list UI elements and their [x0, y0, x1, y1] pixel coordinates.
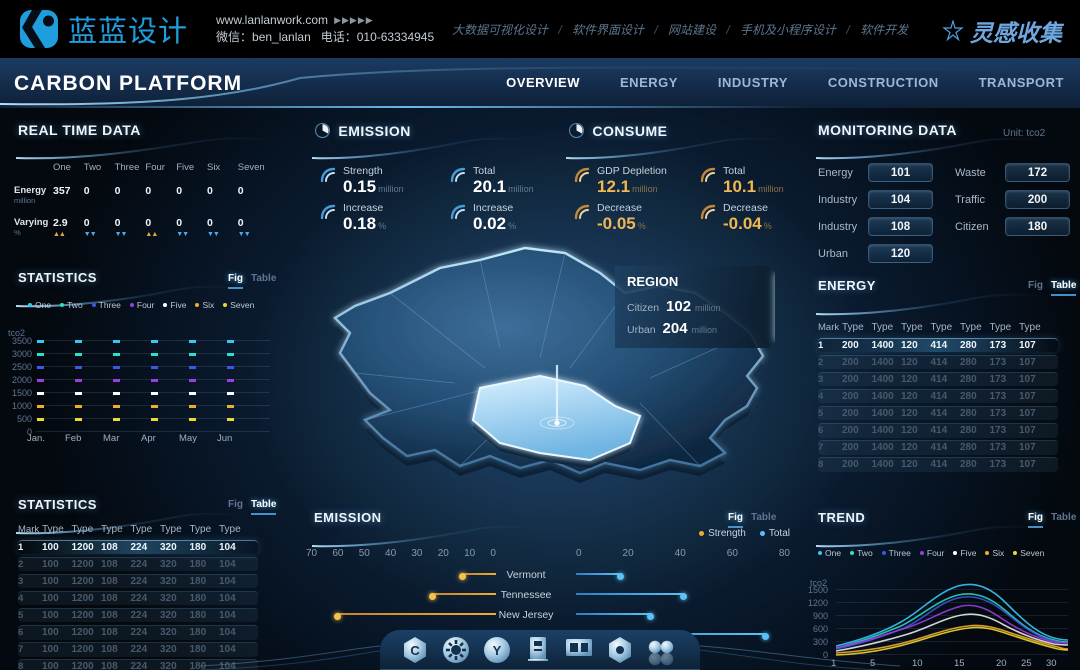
svg-text:C: C [410, 643, 420, 658]
svg-text:Y: Y [493, 643, 502, 658]
